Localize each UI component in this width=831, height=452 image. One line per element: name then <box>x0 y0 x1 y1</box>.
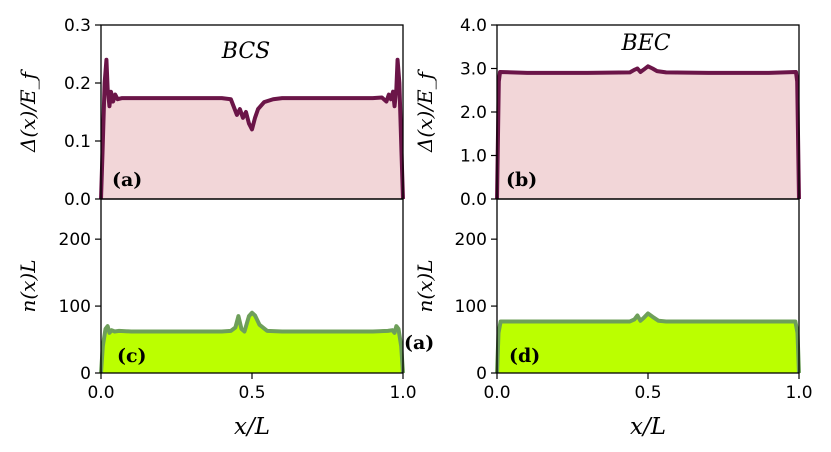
stray-panel-label: (a) <box>404 332 435 354</box>
y-tick-label: 0 <box>476 364 487 384</box>
y-tick-label: 4.0 <box>460 16 487 36</box>
y-tick-label: 1.0 <box>460 147 487 167</box>
y-axis-label: n(x)L <box>16 259 40 312</box>
x-tick-label: 1.0 <box>389 383 416 403</box>
area-fill <box>497 313 799 373</box>
x-axis-label: x/L <box>630 414 666 440</box>
y-tick-label: 200 <box>59 230 91 250</box>
y-axis-label: n(x)L <box>413 259 437 312</box>
x-tick-label: 1.0 <box>785 383 812 403</box>
x-tick-label: 0.0 <box>483 383 510 403</box>
y-tick-label: 200 <box>455 230 487 250</box>
panel-title: BCS <box>221 39 270 64</box>
panel-title: BEC <box>620 31 670 56</box>
panel-label: (d) <box>509 345 540 367</box>
panel-b: 0.0 1.0 2.0 3.0 4.0 Δ(x)/E_f BEC (b) <box>413 16 801 210</box>
y-tick-label: 2.0 <box>460 103 487 123</box>
y-tick-label: 100 <box>455 297 487 317</box>
x-axis-label: x/L <box>234 414 270 440</box>
panel-a: 0.0 0.1 0.2 0.3 Δ(x)/E_f BCS (a) <box>16 16 405 210</box>
y-tick-label: 0 <box>80 364 91 384</box>
y-tick-label: 100 <box>59 297 91 317</box>
panel-d: 0 100 200 0.0 0.5 1.0 n(x)L x/L (d) <box>413 198 813 440</box>
panel-label: (a) <box>112 169 142 191</box>
y-tick-label: 0.0 <box>460 190 487 210</box>
panel-label: (c) <box>117 345 147 367</box>
y-tick-label: 0.0 <box>64 190 91 210</box>
series-line <box>495 311 801 374</box>
series-line <box>99 310 405 374</box>
x-tick-label: 0.5 <box>634 383 661 403</box>
y-tick-label: 0.1 <box>64 132 91 152</box>
y-tick-label: 0.2 <box>64 74 91 94</box>
y-tick-label: 3.0 <box>460 60 487 80</box>
y-axis-label: Δ(x)/E_f <box>16 68 40 153</box>
area-fill <box>101 312 403 373</box>
series-line <box>495 64 801 200</box>
y-axis-label: Δ(x)/E_f <box>413 68 437 153</box>
x-tick-label: 0.5 <box>238 383 265 403</box>
panel-c: 0 100 200 0.0 0.5 1.0 n(x)L x/L (c) <box>16 198 417 440</box>
area-fill <box>497 66 799 199</box>
series-line <box>99 57 405 200</box>
x-tick-label: 0.0 <box>87 383 114 403</box>
panel-label: (b) <box>506 169 537 191</box>
y-tick-label: 0.3 <box>64 16 91 36</box>
